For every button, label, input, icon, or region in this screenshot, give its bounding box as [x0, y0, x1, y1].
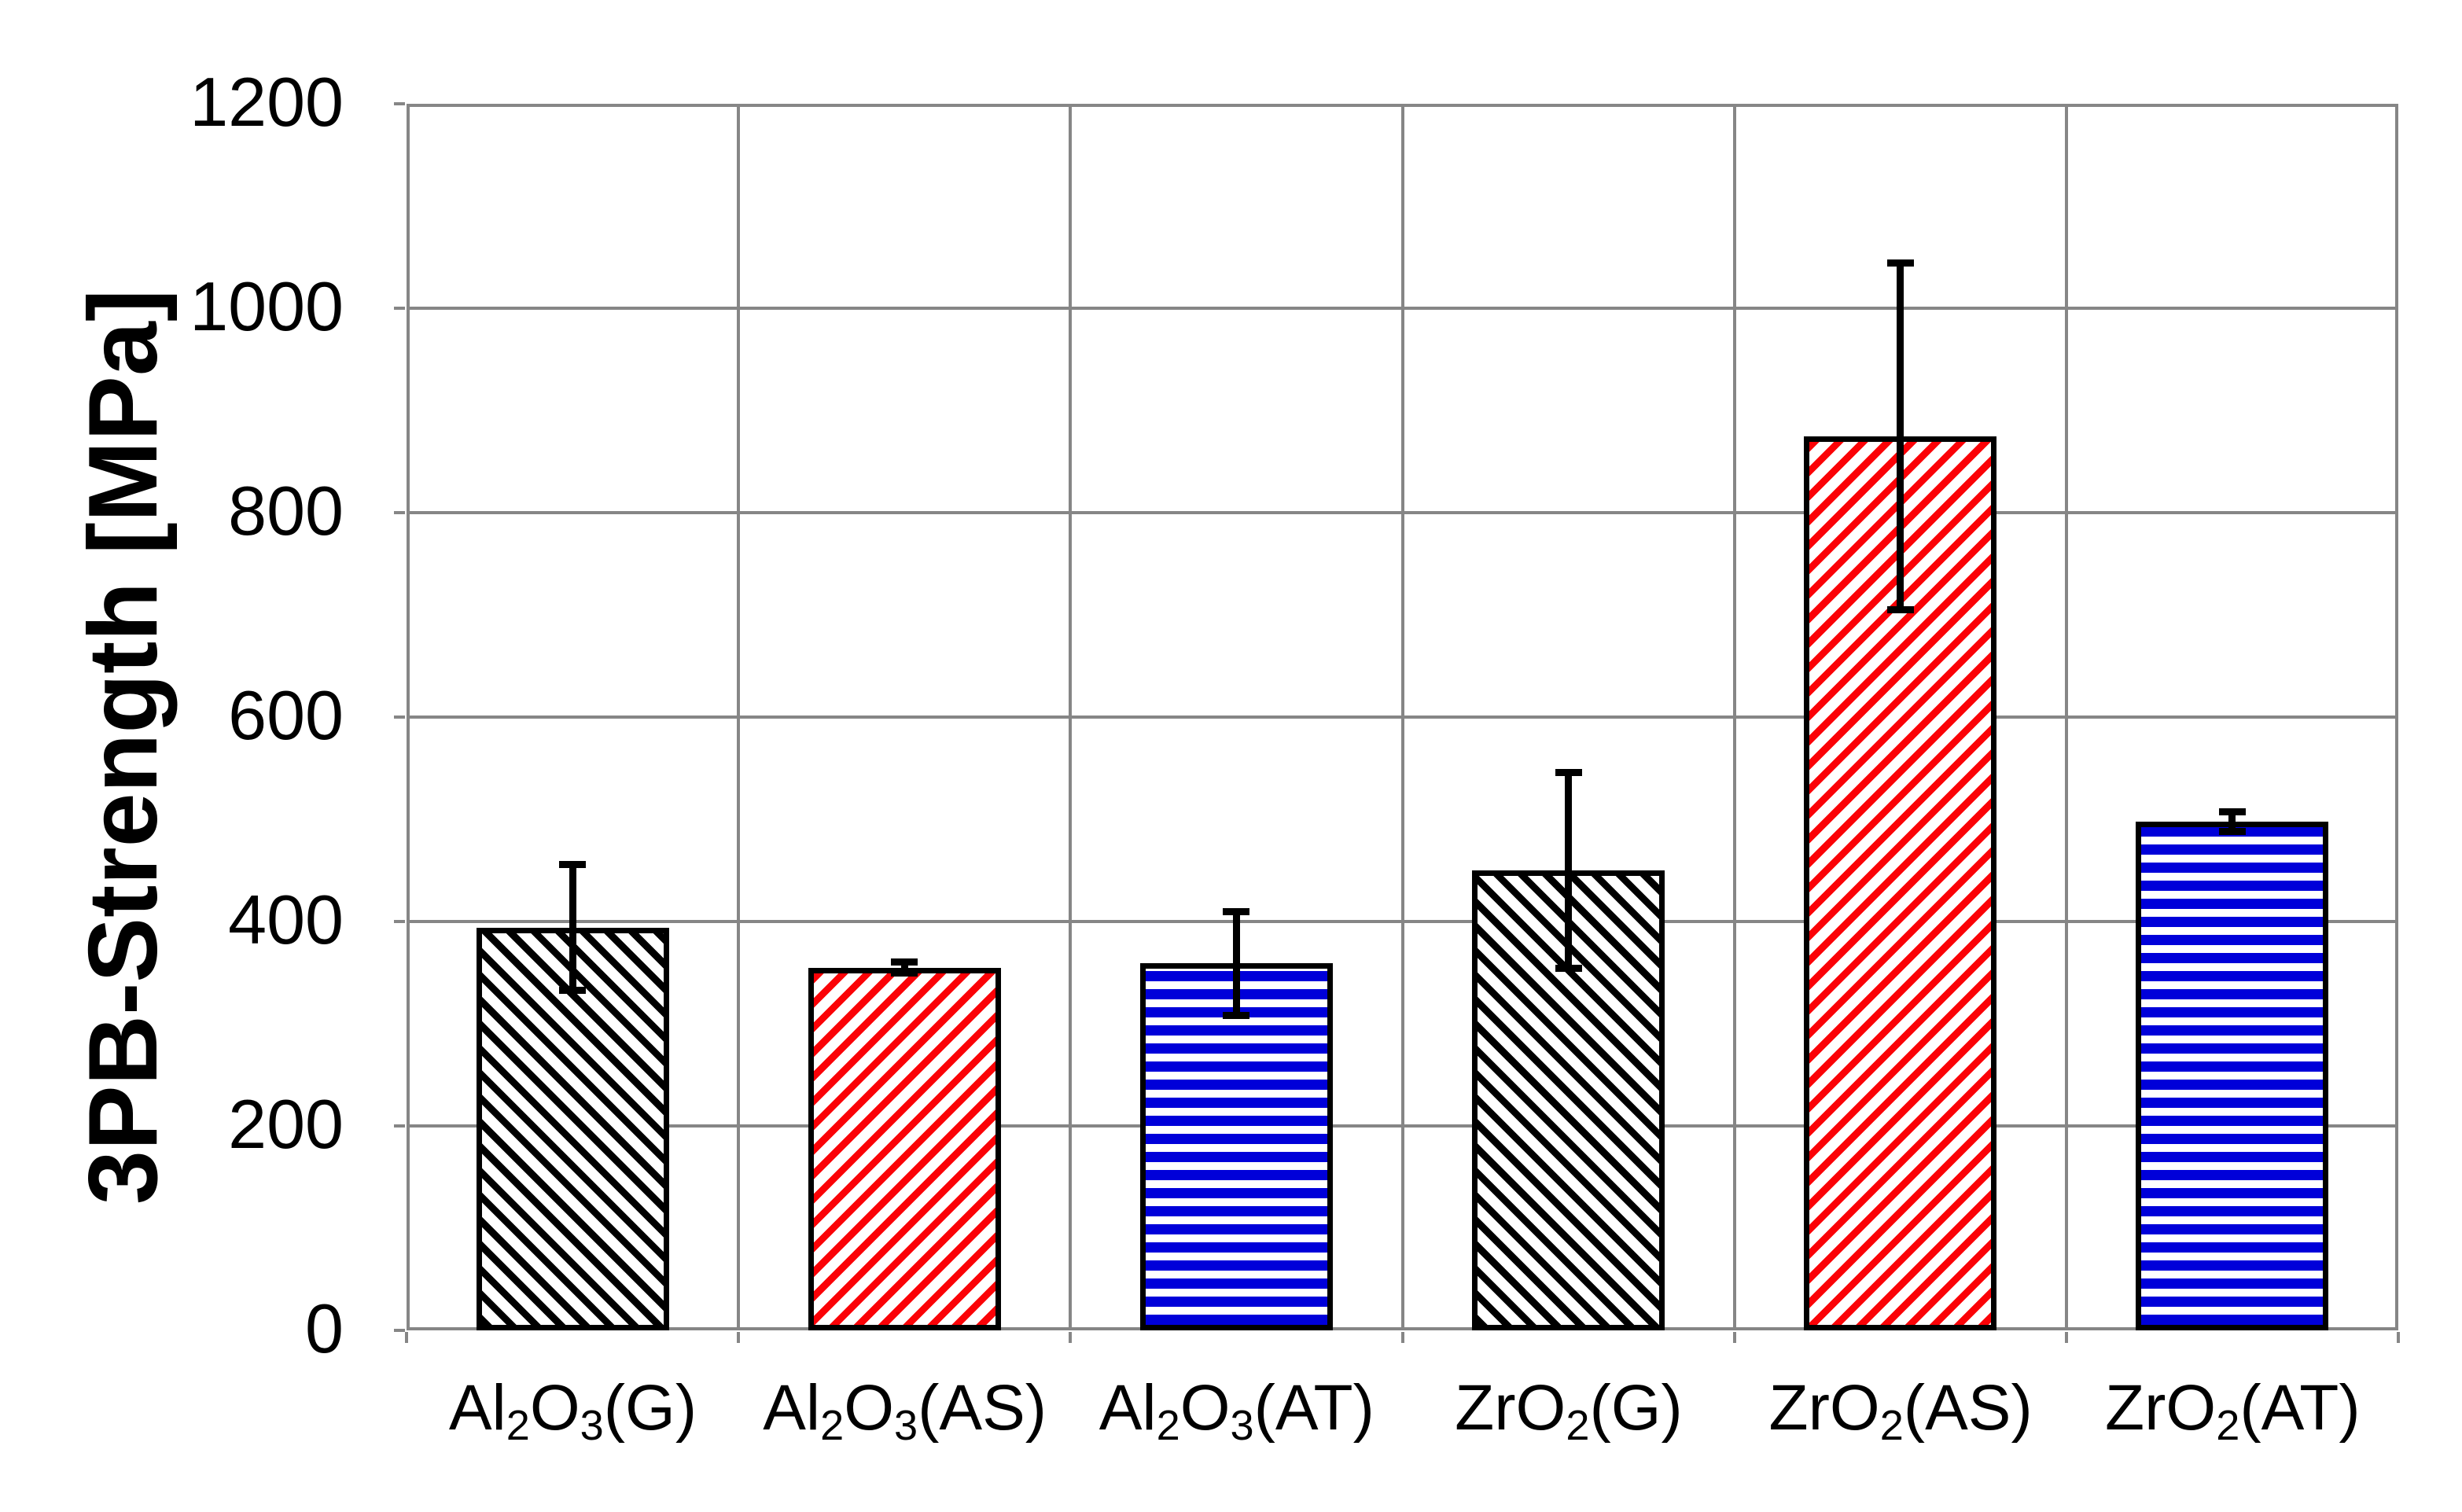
error-bar-stem — [1232, 911, 1240, 1016]
error-bar-cap-top — [1223, 908, 1250, 915]
subscript-text: 2 — [1566, 1401, 1590, 1449]
subscript-text: 2 — [2216, 1401, 2240, 1449]
gridline-vertical — [2064, 104, 2068, 1330]
error-bar-cap-top — [1886, 259, 1914, 267]
bar-ZrO2(AT) — [2136, 821, 2329, 1330]
x-axis-tick-mark — [1732, 1332, 1736, 1343]
subscript-text: 3 — [580, 1401, 604, 1449]
plot-border-right — [2395, 104, 2398, 1330]
y-axis-tick-label: 1200 — [190, 62, 344, 141]
error-bar-cap-top — [891, 958, 918, 966]
x-axis-tick-mark — [1069, 1332, 1073, 1343]
label-text: (G) — [1589, 1372, 1683, 1444]
y-axis-tick-mark — [394, 1329, 405, 1332]
error-bar-stem — [1897, 262, 1904, 610]
y-axis-tick-mark — [394, 511, 405, 514]
x-category-label: Al2O3(AS) — [738, 1371, 1071, 1449]
label-text: (AS) — [1903, 1372, 2033, 1444]
x-axis-tick-mark — [405, 1332, 408, 1343]
label-text: ZrO — [1768, 1372, 1880, 1444]
label-text: O — [529, 1372, 580, 1444]
label-text: Al — [1099, 1372, 1157, 1444]
x-axis-tick-mark — [737, 1332, 741, 1343]
y-axis-tick-label: 400 — [228, 880, 344, 958]
label-text: (AT) — [2239, 1372, 2361, 1444]
y-axis-tick-mark — [394, 920, 405, 923]
plot-border-top — [407, 104, 2398, 107]
x-axis-line — [407, 1327, 2398, 1330]
subscript-text: 2 — [1156, 1401, 1180, 1449]
label-text: (AS) — [918, 1372, 1047, 1444]
x-axis-tick-mark — [1400, 1332, 1404, 1343]
subscript-text: 2 — [820, 1401, 845, 1449]
error-bar-cap-bottom — [559, 987, 587, 995]
y-axis-tick-label: 1000 — [190, 267, 344, 345]
error-bar-cap-top — [1555, 769, 1582, 777]
x-category-label: ZrO2(G) — [1403, 1371, 1735, 1449]
bar-ZrO2(AS) — [1804, 436, 1997, 1330]
subscript-text: 2 — [1879, 1401, 1904, 1449]
error-bar-cap-bottom — [2218, 827, 2246, 835]
y-axis-line — [407, 104, 410, 1330]
label-text: O — [1179, 1372, 1231, 1444]
label-text: (AT) — [1253, 1372, 1375, 1444]
error-bar-stem — [2228, 811, 2236, 832]
error-bar-stem — [569, 864, 576, 991]
y-axis-tick-mark — [394, 1124, 405, 1128]
y-axis-tick-label: 200 — [228, 1084, 344, 1163]
label-text: ZrO — [1455, 1372, 1566, 1444]
gridline-vertical — [1732, 104, 1736, 1330]
y-axis-tick-mark — [394, 716, 405, 719]
error-bar-cap-top — [559, 861, 587, 869]
bar-Al2O3(AS) — [808, 967, 1001, 1330]
x-axis-tick-mark — [2397, 1332, 2400, 1343]
y-axis-title: 3PB-Strength [MPa] — [69, 289, 178, 1205]
subscript-text: 3 — [894, 1401, 918, 1449]
x-axis-tick-mark — [2064, 1332, 2068, 1343]
plot-area — [407, 104, 2398, 1330]
error-bar-cap-top — [2218, 808, 2246, 815]
label-text: (G) — [603, 1372, 697, 1444]
error-bar-cap-bottom — [1555, 964, 1582, 972]
bar-Al2O3(AT) — [1139, 963, 1333, 1330]
gridline-vertical — [1400, 104, 1404, 1330]
subscript-text: 2 — [506, 1401, 530, 1449]
label-text: Al — [763, 1372, 821, 1444]
label-text: O — [844, 1372, 895, 1444]
label-text: ZrO — [2105, 1372, 2217, 1444]
x-category-label: ZrO2(AS) — [1735, 1371, 2067, 1449]
y-axis-tick-label: 600 — [228, 675, 344, 754]
y-axis-tick-mark — [394, 307, 405, 310]
y-axis-tick-mark — [394, 102, 405, 105]
x-category-label: Al2O3(G) — [407, 1371, 739, 1449]
error-bar-stem — [1565, 772, 1573, 969]
error-bar-cap-bottom — [1886, 605, 1914, 613]
x-category-label: Al2O3(AT) — [1070, 1371, 1403, 1449]
gridline-vertical — [737, 104, 741, 1330]
error-bar-cap-bottom — [891, 969, 918, 977]
y-axis-tick-label: 0 — [305, 1289, 344, 1367]
error-bar-stem — [900, 961, 908, 974]
y-axis-tick-label: 800 — [228, 471, 344, 550]
subscript-text: 3 — [1230, 1401, 1254, 1449]
error-bar-cap-bottom — [1223, 1011, 1250, 1019]
bar-Al2O3(G) — [476, 927, 669, 1330]
x-category-label: ZrO2(AT) — [2066, 1371, 2399, 1449]
label-text: Al — [448, 1372, 506, 1444]
gridline-vertical — [1069, 104, 1073, 1330]
